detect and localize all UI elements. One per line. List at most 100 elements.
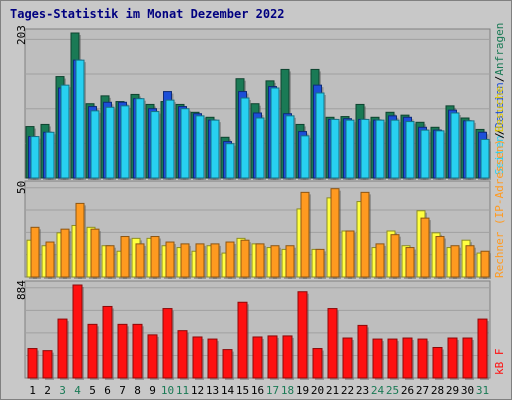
bar-kb <box>27 348 38 379</box>
bar-seiten <box>240 97 250 179</box>
chart-title: Tages-Statistik im Monat Dezember 2022 <box>10 7 285 21</box>
bar-rechner <box>45 241 55 278</box>
bar-seiten <box>255 117 265 179</box>
bar-rechner <box>135 243 145 278</box>
bar-rechner <box>330 188 340 278</box>
bar-seiten <box>435 130 445 179</box>
x-tick-label-day-13: 13 <box>206 384 219 397</box>
y-max-label-requests: 203 <box>15 25 28 45</box>
bar-kb <box>72 284 83 379</box>
bar-seiten <box>135 98 145 179</box>
x-tick-label-day-15: 15 <box>236 384 249 397</box>
bar-rechner <box>60 228 70 278</box>
legend-anfragen: Anfragen <box>493 22 506 76</box>
bar-kb <box>42 350 53 379</box>
x-tick-label-day-8: 8 <box>134 384 141 397</box>
x-tick-label-day-14: 14 <box>221 384 235 397</box>
bar-seiten <box>120 105 130 179</box>
bar-rechner <box>450 245 460 278</box>
bar-rechner <box>180 243 190 278</box>
bar-kb <box>267 335 278 379</box>
bar-kb <box>462 337 473 379</box>
x-tick-label-day-6: 6 <box>104 384 111 397</box>
legend-separator: / <box>493 132 506 139</box>
x-tick-label-day-17: 17 <box>266 384 279 397</box>
bar-rechner <box>315 248 325 278</box>
bar-seiten <box>90 110 100 179</box>
bar-seiten <box>465 120 475 179</box>
legend-besuche: Besuche <box>493 85 506 133</box>
bar-kb <box>162 308 173 379</box>
bar-kb <box>237 301 248 379</box>
x-tick-label-day-28: 28 <box>431 384 444 397</box>
bar-kb <box>117 323 128 379</box>
bar-seiten <box>450 112 460 179</box>
bar-seiten <box>360 118 370 179</box>
bar-seiten <box>300 135 310 179</box>
bar-kb <box>402 337 413 379</box>
bar-seiten <box>30 136 40 179</box>
bar-seiten <box>195 115 205 179</box>
x-tick-label-day-16: 16 <box>251 384 264 397</box>
x-tick-label-day-12: 12 <box>191 384 204 397</box>
bar-kb <box>147 334 158 379</box>
x-tick-label-day-4: 4 <box>74 384 81 397</box>
x-tick-label-day-20: 20 <box>311 384 324 397</box>
bar-kb <box>282 335 293 379</box>
bar-kb <box>132 323 143 379</box>
bar-kb <box>432 346 443 379</box>
legend-separator: / <box>493 75 506 83</box>
bar-rechner <box>420 217 430 278</box>
bar-kb <box>477 318 488 379</box>
bar-seiten <box>180 108 190 179</box>
bar-rechner <box>300 191 310 278</box>
bar-rechner <box>120 236 130 278</box>
x-tick-label-day-29: 29 <box>446 384 459 397</box>
bar-seiten <box>345 119 355 179</box>
x-tick-label-day-9: 9 <box>149 384 156 397</box>
bar-kb <box>222 349 233 379</box>
bar-rechner <box>345 230 355 278</box>
x-tick-label-day-30: 30 <box>461 384 474 397</box>
bar-seiten <box>390 119 400 179</box>
x-tick-label-day-23: 23 <box>356 384 369 397</box>
bar-rechner <box>405 247 415 278</box>
bar-seiten <box>150 111 160 179</box>
bar-kb <box>372 338 383 379</box>
bar-rechner <box>165 241 175 278</box>
bar-kb <box>342 337 353 379</box>
x-tick-label-day-19: 19 <box>296 384 309 397</box>
x-tick-label-day-10: 10 <box>161 384 174 397</box>
bar-kb <box>312 348 323 379</box>
x-tick-label-day-26: 26 <box>401 384 414 397</box>
bar-kb <box>297 291 308 379</box>
bar-rechner <box>360 191 370 278</box>
bar-kb <box>87 323 98 379</box>
y-max-label-visits: 50 <box>15 180 28 194</box>
x-tick-label-day-25: 25 <box>386 384 399 397</box>
bar-kb <box>252 336 263 379</box>
bar-kb <box>207 338 218 379</box>
x-tick-label-day-31: 31 <box>476 384 489 397</box>
bar-rechner <box>255 243 265 278</box>
x-tick-label-day-21: 21 <box>326 384 339 397</box>
bar-seiten <box>60 84 70 179</box>
bar-kb <box>417 338 428 379</box>
bar-rechner <box>30 226 40 278</box>
bar-rechner <box>285 245 295 278</box>
bar-rechner <box>480 250 490 278</box>
bar-rechner <box>240 239 250 278</box>
bar-rechner <box>150 236 160 278</box>
y-max-label-kb: 884 <box>15 280 28 300</box>
bar-rechner <box>75 202 85 278</box>
bar-seiten <box>405 121 415 179</box>
bar-seiten <box>420 129 430 179</box>
bar-seiten <box>270 87 280 179</box>
x-tick-label-day-24: 24 <box>371 384 385 397</box>
bar-seiten <box>285 115 295 179</box>
x-tick-label-day-22: 22 <box>341 384 354 397</box>
bar-rechner <box>375 243 385 278</box>
bar-rechner <box>105 245 115 278</box>
x-tick-label-day-2: 2 <box>44 384 51 397</box>
x-tick-label-day-7: 7 <box>119 384 126 397</box>
